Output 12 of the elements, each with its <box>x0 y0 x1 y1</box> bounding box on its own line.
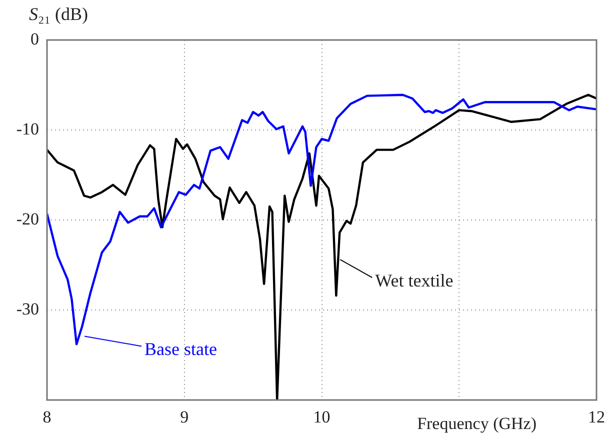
y-tick-label: -20 <box>16 209 39 228</box>
legend-label: Base state <box>144 338 218 359</box>
x-axis-title: Frequency (GHz) <box>417 414 536 433</box>
y-axis-title: S₂₁ (dB) <box>29 4 88 24</box>
y-tick-label: -10 <box>16 119 39 138</box>
y-tick-label: -30 <box>16 299 39 318</box>
y-tick-label: 0 <box>30 29 39 48</box>
x-tick-label: 12 <box>588 408 605 427</box>
x-tick-label: 10 <box>313 408 330 427</box>
legend-label: Wet textile <box>375 270 454 290</box>
x-tick-label: 9 <box>180 408 189 427</box>
x-tick-label: 8 <box>42 408 52 427</box>
